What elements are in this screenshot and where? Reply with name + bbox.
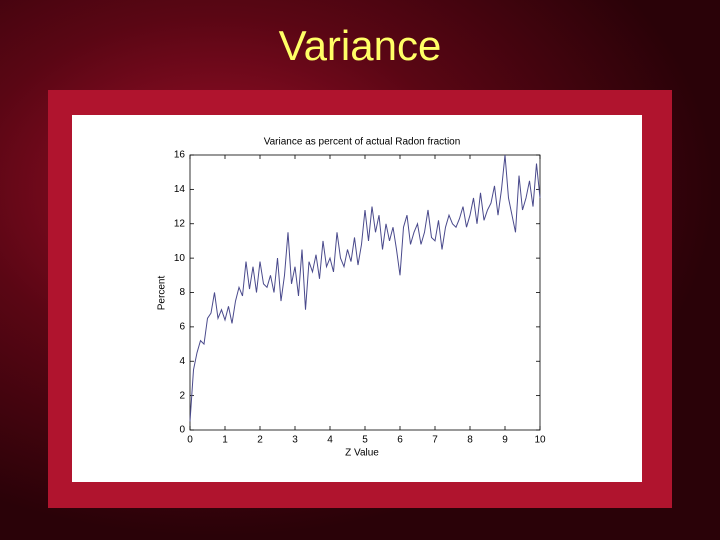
x-tick-label: 8 <box>467 435 473 446</box>
y-tick-label: 14 <box>174 184 186 195</box>
x-axis-label: Z Value <box>345 448 379 459</box>
chart: Variance as percent of actual Radon frac… <box>72 115 642 482</box>
x-tick-label: 5 <box>362 435 368 446</box>
x-tick-label: 2 <box>257 435 263 446</box>
y-tick-label: 10 <box>174 253 186 264</box>
x-tick-label: 10 <box>534 435 546 446</box>
slide-title: Variance <box>278 22 442 69</box>
x-tick-label: 3 <box>292 435 298 446</box>
y-tick-label: 4 <box>179 356 185 367</box>
chart-background <box>72 115 642 482</box>
data-line <box>189 154 541 422</box>
x-tick-label: 6 <box>397 435 403 446</box>
chart-title: Variance as percent of actual Radon frac… <box>264 137 461 148</box>
y-tick-label: 12 <box>174 218 186 229</box>
x-tick-label: 0 <box>187 435 193 446</box>
x-tick-label: 4 <box>327 435 333 446</box>
y-tick-label: 16 <box>174 150 186 161</box>
y-tick-label: 8 <box>179 287 185 298</box>
x-tick-label: 1 <box>222 435 228 446</box>
y-axis-label: Percent <box>157 276 168 311</box>
y-tick-label: 6 <box>179 322 185 333</box>
x-tick-label: 7 <box>432 435 438 446</box>
x-tick-label: 9 <box>502 435 508 446</box>
y-tick-label: 0 <box>179 425 185 436</box>
y-tick-label: 2 <box>179 390 185 401</box>
